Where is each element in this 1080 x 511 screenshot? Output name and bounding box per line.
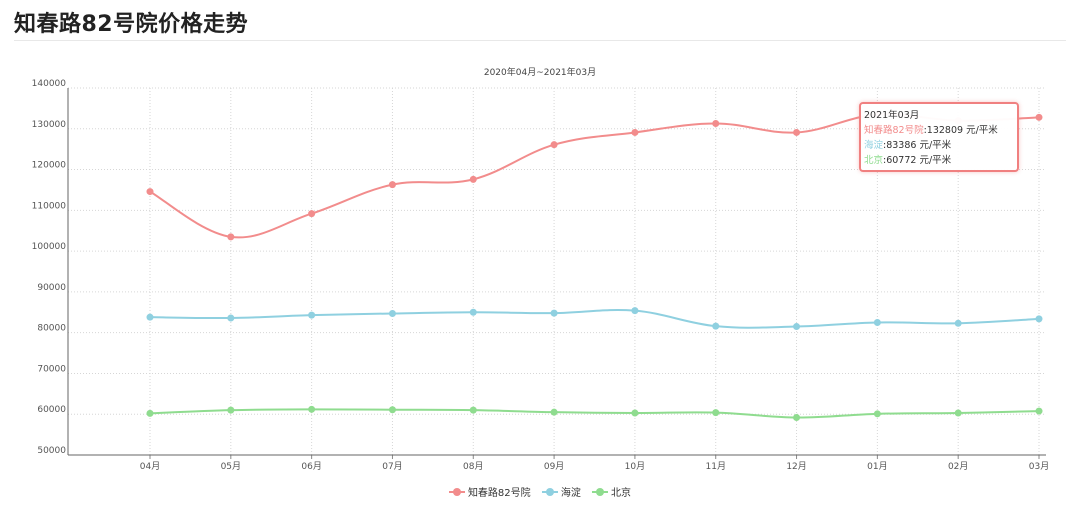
tooltip-series-value: 60772 bbox=[886, 155, 917, 166]
data-point bbox=[793, 128, 801, 136]
series-line-1 bbox=[149, 308, 1040, 329]
data-point bbox=[308, 405, 316, 413]
data-point bbox=[873, 410, 881, 418]
legend-swatch-icon bbox=[541, 487, 558, 497]
x-tick-label: 11月 bbox=[706, 461, 726, 472]
x-tick-label: 08月 bbox=[463, 461, 483, 472]
data-point bbox=[1035, 407, 1043, 415]
tooltip-unit: 元/平米 bbox=[919, 140, 952, 151]
legend-swatch-icon bbox=[448, 487, 465, 497]
data-tooltip: 2021年03月 知春路82号院:132809 元/平米 海淀:83386 元/… bbox=[859, 102, 1019, 172]
legend-item-haidian[interactable]: 海淀 bbox=[541, 484, 581, 499]
tooltip-series-label: 北京 bbox=[864, 155, 884, 166]
y-tick-label: 110000 bbox=[32, 201, 67, 211]
series-layer bbox=[146, 111, 1043, 421]
data-point bbox=[469, 175, 477, 183]
y-tick-label: 80000 bbox=[37, 324, 66, 334]
tooltip-series-value: 83386 bbox=[886, 140, 917, 151]
data-point bbox=[712, 322, 720, 330]
y-tick-label: 130000 bbox=[32, 120, 67, 130]
x-tick-label: 10月 bbox=[625, 461, 645, 472]
data-point bbox=[227, 314, 235, 322]
data-point bbox=[227, 233, 235, 241]
legend-label: 北京 bbox=[611, 488, 632, 499]
chart-legend: 知春路82号院 海淀 北京 bbox=[0, 484, 1080, 500]
tooltip-unit: 元/平米 bbox=[919, 155, 952, 166]
legend-item-beijing[interactable]: 北京 bbox=[592, 484, 631, 499]
data-point bbox=[954, 409, 962, 417]
axis-layer: 50000 60000 70000 80000 90000 100000 110000 120… bbox=[32, 79, 1050, 472]
grid-layer bbox=[68, 87, 1046, 455]
data-point bbox=[1035, 315, 1043, 323]
data-point bbox=[469, 406, 477, 414]
tooltip-row: 知春路82号院:132809 元/平米 bbox=[864, 125, 998, 136]
legend-item-zhichunlu[interactable]: 知春路82号院 bbox=[448, 484, 531, 499]
x-tick-label: 07月 bbox=[382, 461, 402, 472]
chart-subtitle: 2020年04月~2021年03月 bbox=[484, 66, 596, 78]
data-point bbox=[712, 119, 720, 127]
data-point bbox=[146, 188, 154, 196]
data-point bbox=[550, 408, 558, 416]
legend-label: 海淀 bbox=[560, 488, 581, 499]
data-point bbox=[793, 323, 801, 331]
data-point bbox=[146, 409, 154, 417]
tooltip-unit: 元/平米 bbox=[966, 125, 998, 136]
x-tick-label: 02月 bbox=[948, 461, 968, 472]
x-tick-label: 03月 bbox=[1029, 461, 1049, 472]
tooltip-row: 海淀:83386 元/平米 bbox=[864, 140, 952, 151]
x-tick-label: 06月 bbox=[301, 461, 321, 472]
series-line-2 bbox=[149, 408, 1040, 419]
x-tick-label: 09月 bbox=[544, 461, 564, 472]
x-tick-label: 12月 bbox=[786, 461, 806, 472]
y-tick-label: 120000 bbox=[32, 161, 67, 171]
data-point bbox=[631, 409, 639, 417]
data-point bbox=[146, 313, 154, 321]
data-point bbox=[308, 210, 316, 218]
data-point bbox=[388, 310, 396, 318]
data-point bbox=[712, 409, 720, 417]
legend-label: 知春路82号院 bbox=[467, 488, 531, 499]
tooltip-title: 2021年03月 bbox=[864, 110, 920, 121]
data-point bbox=[308, 311, 316, 319]
data-point bbox=[388, 406, 396, 414]
x-tick-label: 01月 bbox=[867, 461, 887, 472]
data-point bbox=[550, 141, 558, 149]
data-point bbox=[469, 308, 477, 316]
tooltip-row: 北京:60772 元/平米 bbox=[864, 155, 952, 166]
data-point bbox=[1035, 113, 1043, 121]
data-point bbox=[793, 413, 801, 421]
data-point bbox=[388, 181, 396, 189]
y-tick-label: 100000 bbox=[32, 242, 67, 252]
page-title: 知春路82号院价格走势 bbox=[14, 12, 249, 37]
y-tick-label: 70000 bbox=[37, 364, 66, 374]
x-tick-label: 04月 bbox=[140, 461, 160, 472]
title-divider bbox=[14, 40, 1066, 41]
tooltip-series-label: 海淀 bbox=[864, 140, 884, 151]
data-point bbox=[631, 307, 639, 315]
data-point bbox=[954, 319, 962, 327]
data-point bbox=[873, 318, 881, 326]
legend-swatch-icon bbox=[592, 487, 609, 497]
data-point bbox=[227, 406, 235, 414]
tooltip-series-value: 132809 bbox=[926, 125, 964, 136]
data-point bbox=[631, 128, 639, 136]
y-tick-label: 50000 bbox=[37, 446, 66, 456]
y-tick-label: 60000 bbox=[37, 405, 66, 415]
x-tick-label: 05月 bbox=[221, 461, 241, 472]
tooltip-series-label: 知春路82号院 bbox=[864, 125, 924, 136]
data-point bbox=[550, 309, 558, 317]
y-tick-label: 90000 bbox=[37, 283, 66, 293]
y-tick-label: 140000 bbox=[32, 79, 67, 89]
